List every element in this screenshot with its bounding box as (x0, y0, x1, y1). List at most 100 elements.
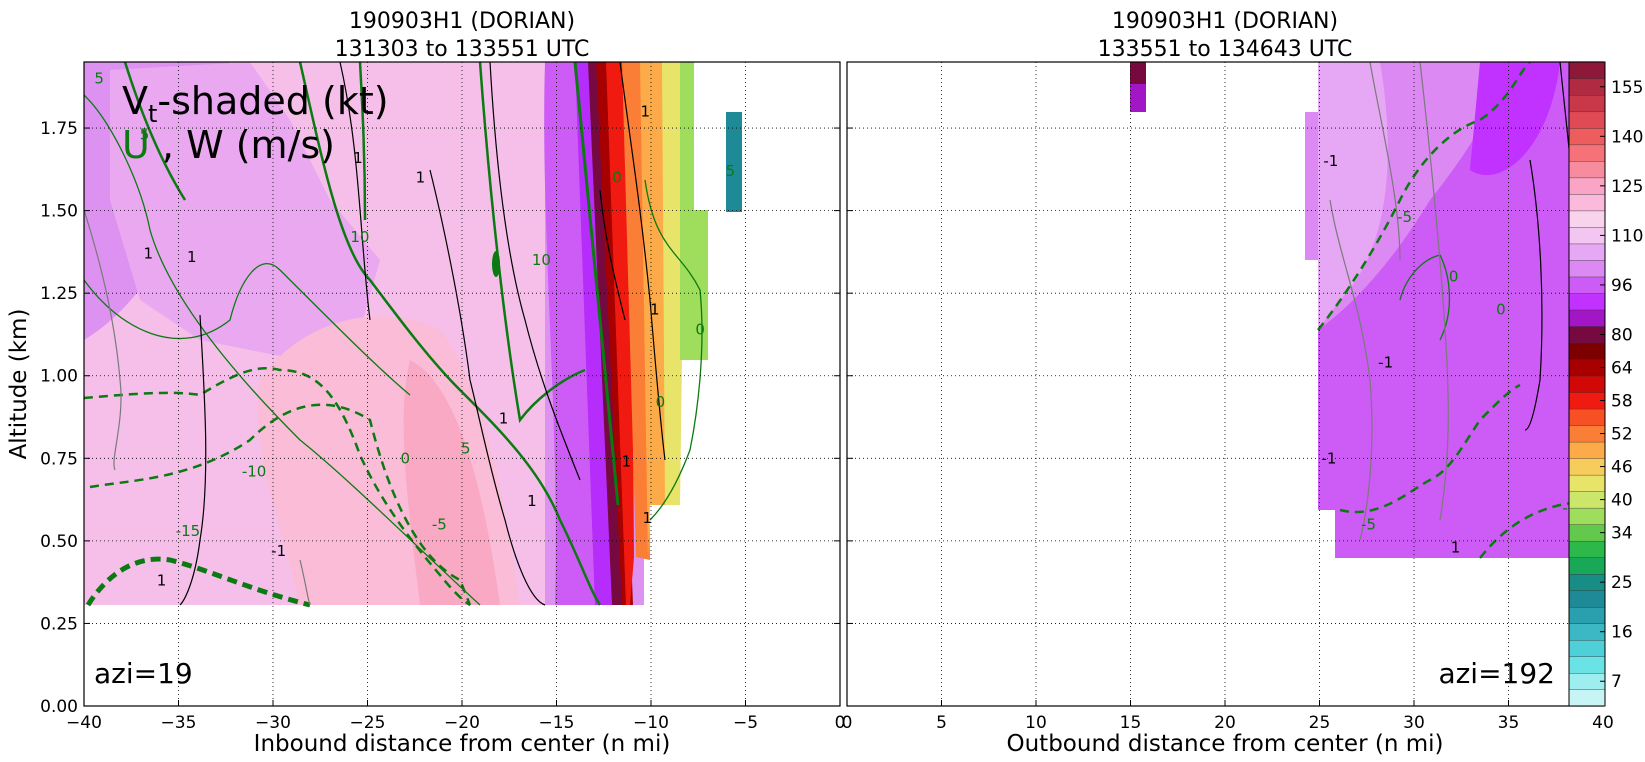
colorbar-tick-label: 125 (1611, 177, 1643, 197)
vt-shade-right-mid (1318, 62, 1603, 558)
right-title-line1: 190903H1 (DORIAN) (1112, 9, 1338, 34)
left-contour-label: 5 (140, 126, 150, 144)
left-x-tick-label: −20 (444, 713, 480, 733)
y-tick-label: 0.25 (40, 614, 78, 634)
legend-uw: U , W (m/s) (122, 123, 335, 167)
colorbar-swatch (1568, 326, 1606, 344)
left-x-tick-label: −15 (539, 713, 575, 733)
colorbar-swatch (1568, 623, 1606, 641)
colorbar-frame (1568, 61, 1606, 707)
colorbar-swatch (1568, 689, 1606, 707)
colorbar-swatch (1568, 672, 1606, 690)
colorbar-swatch (1568, 557, 1606, 575)
left-grid (84, 62, 840, 706)
left-contour-label: 1 (641, 103, 651, 121)
vt-shade-isolated-teal (726, 112, 742, 212)
left-x-axis-label: Inbound distance from center (n mi) (254, 731, 671, 757)
colorbar-swatch (1568, 193, 1606, 212)
left-contour-label: -5 (432, 515, 447, 533)
right-contour-label: -1 (1323, 152, 1338, 170)
right-x-tick-label: 25 (1309, 713, 1331, 733)
vt-shade-isolated-purple (1130, 84, 1146, 112)
right-x-tick-label: 35 (1498, 713, 1520, 733)
left-contour-label: 1 (622, 453, 632, 471)
colorbar-swatch (1568, 408, 1606, 426)
right-x-tick-label: 15 (1120, 713, 1142, 733)
right-contour-label: 0 (1496, 301, 1506, 319)
right-contour-label: -1 (1378, 354, 1393, 372)
colorbar-tick-label: 140 (1611, 127, 1643, 147)
y-tick-label: 1.25 (40, 284, 78, 304)
colorbar-tick-label: 25 (1611, 573, 1633, 593)
vt-shade-right-dark (1470, 62, 1560, 176)
right-panel: 190903H1 (DORIAN) 133551 to 134643 UTC (842, 9, 1614, 757)
colorbar-swatch (1568, 375, 1606, 393)
right-x-tick-label: 20 (1214, 713, 1236, 733)
colorbar-swatch (1568, 540, 1606, 558)
colorbar-swatch (1568, 639, 1606, 657)
colorbar-swatch (1568, 458, 1606, 476)
left-contour-label: 1 (416, 169, 426, 187)
left-contour-label: 5 (461, 439, 471, 457)
left-x-tick-label: −10 (633, 713, 669, 733)
colorbar-swatch (1568, 259, 1606, 278)
vt-shade-eyewall-9 (680, 62, 708, 360)
colorbar-swatch (1568, 210, 1606, 228)
u-contours-left (84, 62, 703, 608)
left-x-tick-label: −40 (66, 713, 102, 733)
y-tick-label: 0.50 (40, 532, 78, 552)
right-contour-label: 1 (1451, 538, 1461, 556)
w-contours-gray-right (1329, 62, 1449, 541)
colorbar-swatch (1568, 309, 1606, 327)
left-contour-label: 10 (350, 228, 369, 246)
left-x-tick-label: −5 (733, 713, 758, 733)
right-contour-label: -5 (1397, 208, 1412, 226)
colorbar-swatch (1568, 94, 1606, 113)
right-x-axis-label: Outbound distance from center (n mi) (1007, 731, 1444, 757)
colorbar-tick-label: 52 (1611, 425, 1633, 445)
colorbar-tick-label: 58 (1611, 392, 1633, 412)
colorbar-swatch (1568, 524, 1606, 542)
right-shading (1130, 62, 1603, 559)
left-contour-label: 1 (650, 301, 660, 319)
right-x-tick-label: 10 (1025, 713, 1047, 733)
colorbar-swatch (1568, 111, 1606, 129)
right-contour-label: -5 (1361, 515, 1376, 533)
left-contour-label: 1 (527, 492, 537, 510)
colorbar-swatch (1568, 606, 1606, 624)
colorbar-tick-labels: 7 16 25 34 40 46 52 58 64 80 96 110 125 140 155 (1600, 78, 1643, 692)
right-azimuth-annotation: azi=192 (1438, 657, 1555, 690)
colorbar-tick-label: 155 (1611, 78, 1643, 98)
colorbar-swatch (1568, 144, 1606, 162)
colorbar-swatch (1568, 474, 1606, 492)
left-contour-label: -10 (242, 463, 267, 481)
w-contours-left (179, 62, 666, 606)
vt-shade-right-light (1318, 62, 1388, 330)
colorbar-tick-label: 46 (1611, 458, 1633, 478)
left-contour-label: 10 (532, 251, 551, 269)
right-axis-ticks: 0 5 10 15 20 25 30 35 40 (842, 127, 1614, 733)
colorbar-tick-label: 40 (1611, 491, 1633, 511)
y-tick-label: 1.50 (40, 202, 78, 222)
colorbar-swatch (1568, 507, 1606, 525)
colorbar-tick-label: 7 (1611, 672, 1622, 692)
colorbar-swatch (1568, 573, 1606, 591)
colorbar-tick-label: 80 (1611, 325, 1633, 345)
left-contour-label: 1 (353, 149, 363, 167)
no-data-bottom-left (84, 605, 644, 706)
colorbar-swatch (1568, 656, 1606, 674)
colorbar-swatch (1568, 127, 1606, 146)
colorbar-tick-label: 34 (1611, 524, 1633, 544)
left-contour-label: 0 (695, 321, 705, 339)
left-x-tick-label: −30 (255, 713, 291, 733)
left-x-tick-label: −35 (161, 713, 197, 733)
y-tick-label: 0.00 (40, 697, 78, 717)
colorbar-swatch (1568, 342, 1606, 360)
colorbar-swatch (1568, 78, 1606, 96)
left-panel: 190903H1 (DORIAN) 131303 to 133551 UTC (6, 9, 845, 757)
colorbar-swatch (1568, 425, 1606, 443)
left-azimuth-annotation: azi=19 (94, 657, 193, 690)
w-contours-gray-left (84, 209, 311, 606)
colorbar-swatch (1568, 160, 1606, 179)
